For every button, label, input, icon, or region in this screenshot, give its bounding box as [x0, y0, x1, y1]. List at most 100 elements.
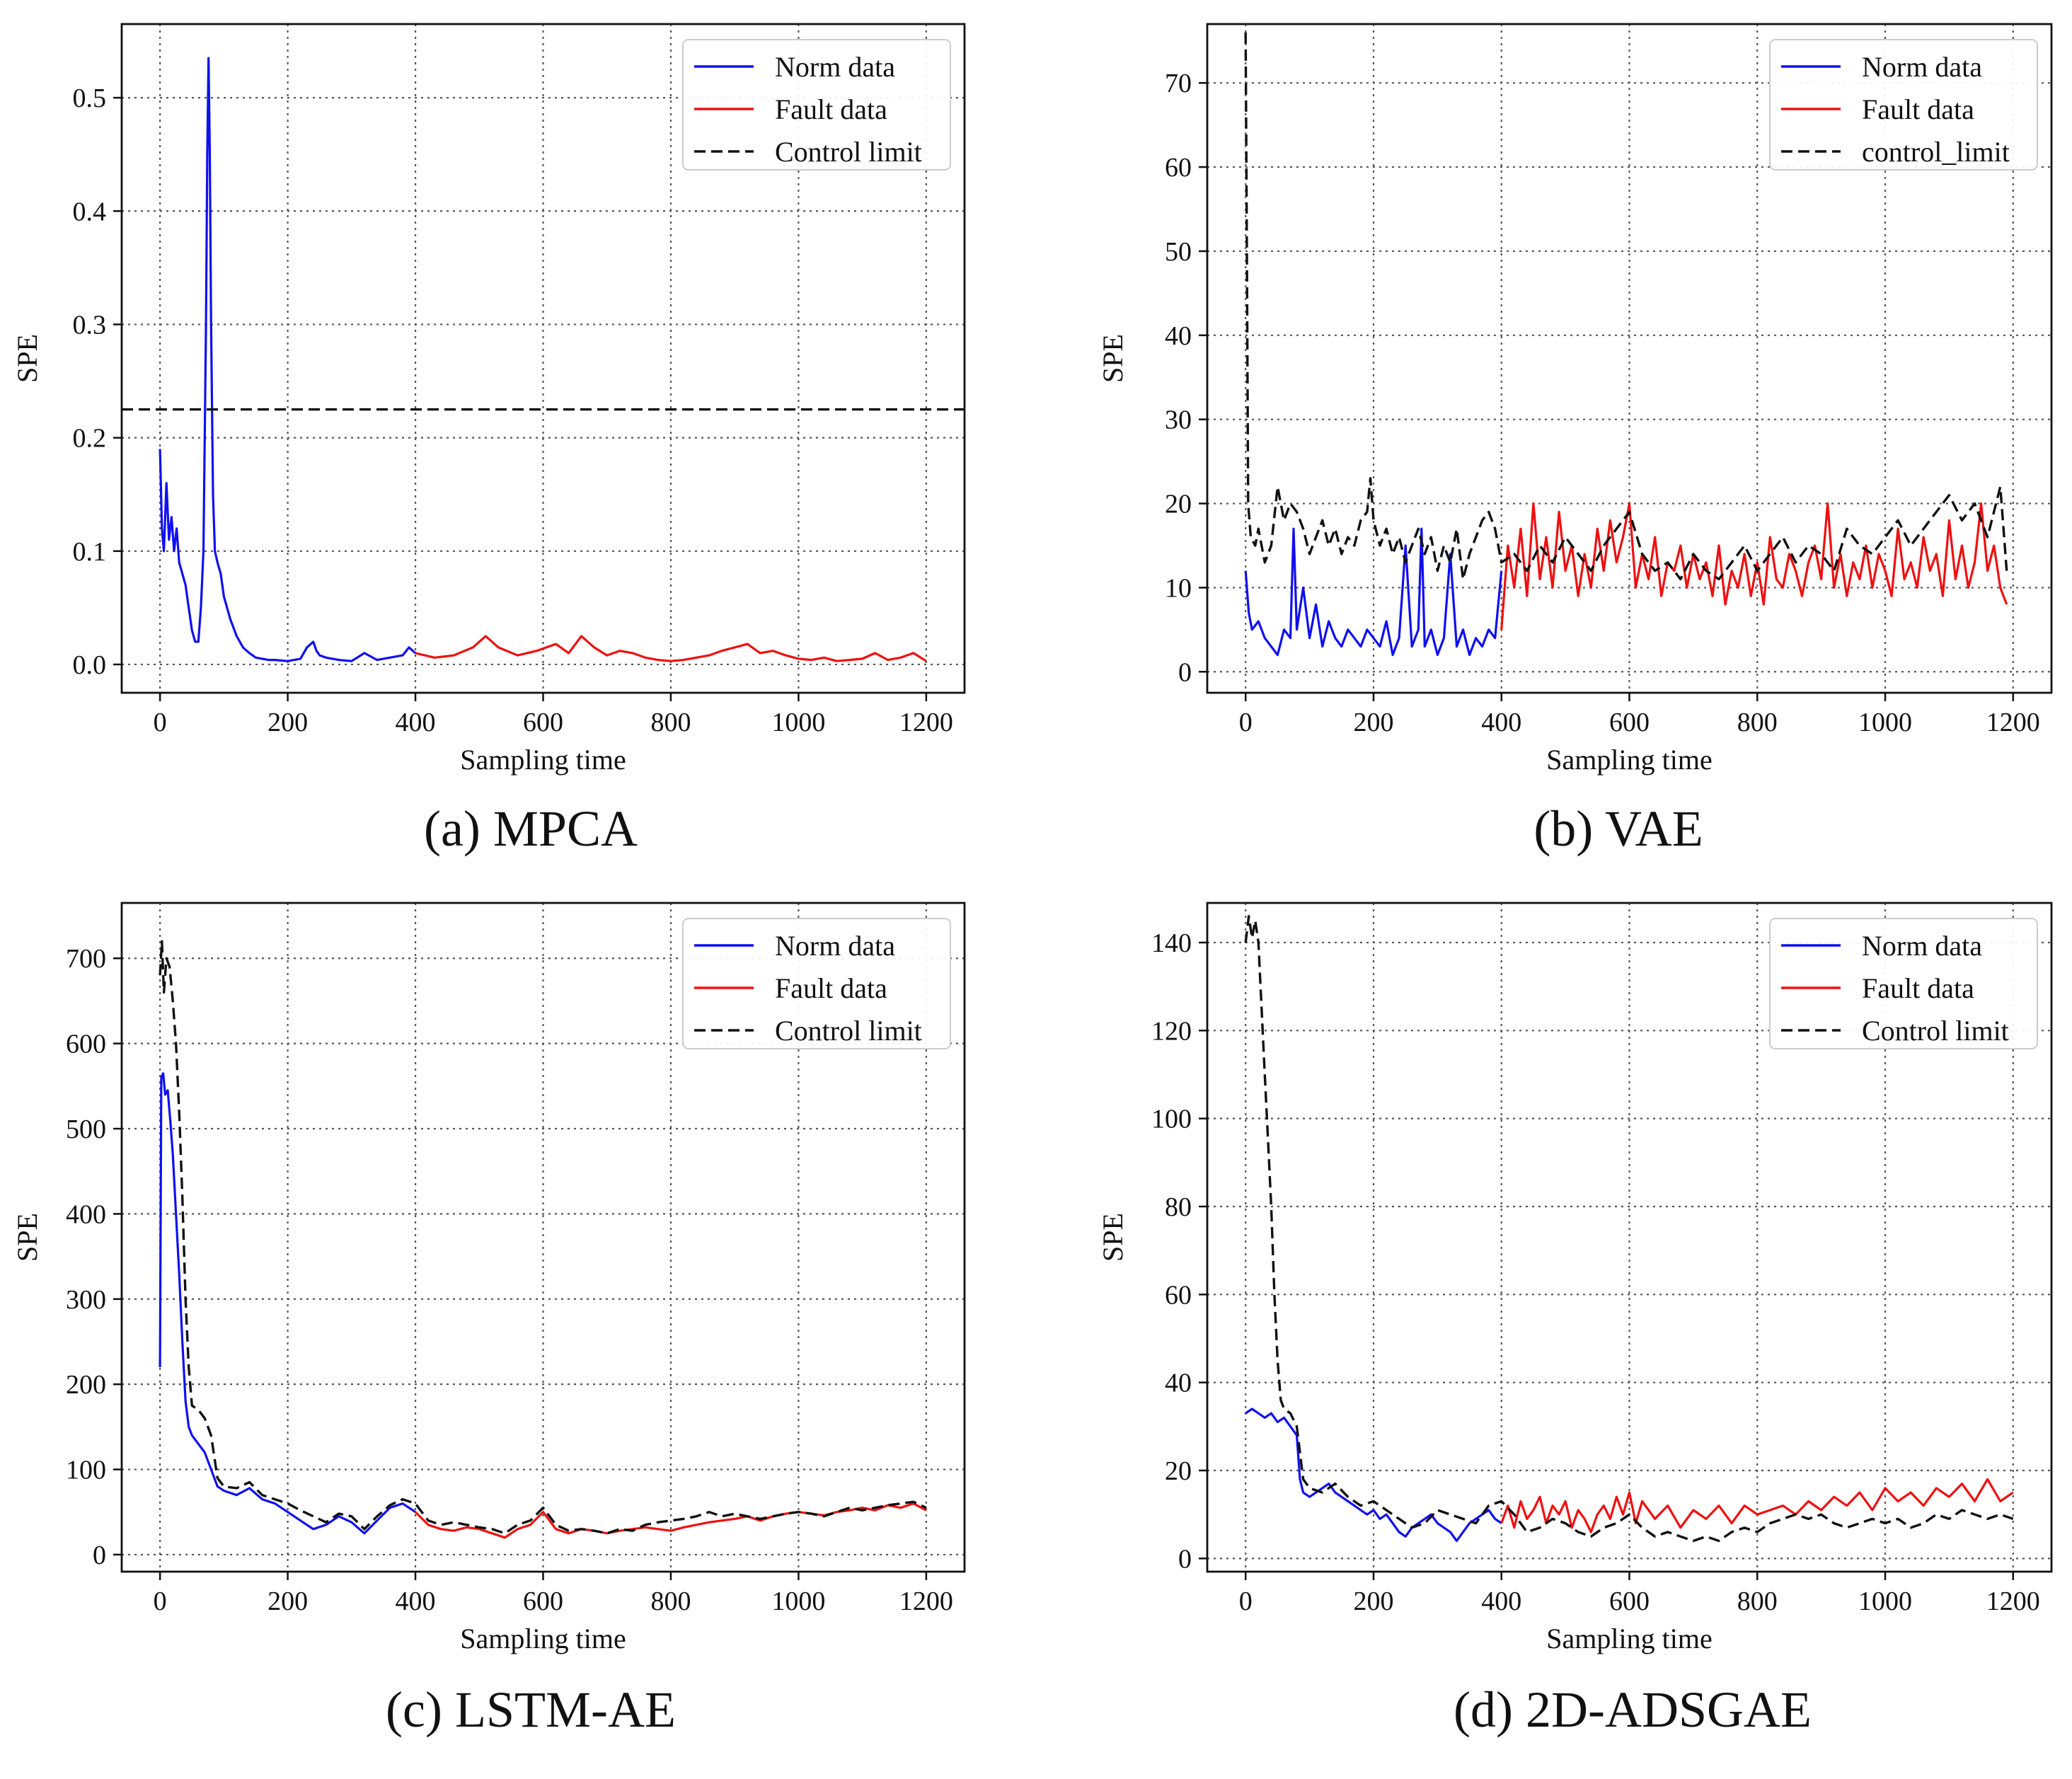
y-tick-label: 0.4: [73, 197, 107, 226]
y-tick-label: 0.5: [73, 84, 107, 113]
y-tick-label: 400: [66, 1199, 106, 1229]
y-tick-label: 10: [1165, 573, 1192, 603]
legend-label-fault: Fault data: [1862, 93, 1974, 125]
series-fault-line: [415, 635, 927, 662]
x-axis: 0 200 400 600 800 1000 1200: [154, 693, 953, 737]
y-tick-label: 0: [1178, 657, 1192, 687]
y-tick-label: 0.0: [73, 650, 107, 680]
x-tick-label: 1200: [1986, 1587, 2040, 1616]
legend: Norm data Fault data Control limit: [682, 918, 951, 1049]
legend-label-norm: Norm data: [775, 930, 895, 962]
y-tick-label: 70: [1165, 69, 1192, 98]
y-axis-label: SPE: [1097, 334, 1129, 383]
y-tick-label: 700: [66, 944, 106, 974]
series-norm-line: [1244, 527, 1503, 657]
x-axis-label: Sampling time: [460, 744, 626, 776]
legend-box: [682, 918, 951, 1049]
x-tick-label: 0: [1239, 1587, 1253, 1616]
y-tick-label: 0.3: [73, 310, 107, 340]
y-tick-label: 100: [1151, 1105, 1192, 1134]
grid: [1207, 903, 2051, 1572]
legend-label-fault: Fault data: [775, 972, 887, 1004]
panel-b-caption: (b) VAE: [1533, 800, 1703, 857]
x-tick-label: 1200: [899, 1587, 953, 1616]
x-tick-label: 400: [396, 708, 436, 737]
y-tick-label: 40: [1165, 1369, 1192, 1398]
series-fault-line: [1500, 1478, 2014, 1533]
y-tick-label: 500: [66, 1115, 106, 1144]
x-tick-label: 200: [267, 708, 308, 737]
x-tick-label: 1000: [771, 1587, 825, 1616]
legend: Norm data Fault data control_limit: [1769, 39, 2038, 171]
y-tick-label: 600: [66, 1030, 106, 1059]
legend-label-fault: Fault data: [775, 93, 887, 125]
legend-label-limit: Control limit: [1862, 1015, 2009, 1047]
x-tick-label: 200: [1353, 708, 1393, 737]
x-tick-label: 200: [267, 1587, 308, 1616]
y-tick-label: 60: [1165, 1280, 1192, 1310]
x-axis-label: Sampling time: [460, 1623, 626, 1654]
y-tick-label: 0.1: [73, 537, 107, 567]
y-axis: 0 20 40 60 80 100 120 140: [1151, 928, 1207, 1574]
y-tick-label: 100: [66, 1456, 106, 1485]
y-tick-label: 60: [1165, 153, 1192, 183]
legend: Norm data Fault data Control limit: [1769, 918, 2038, 1049]
panel-c: (c) LSTM-AE 0 200 400 600 800 1000 1200 0 100 200…: [11, 902, 966, 1738]
y-axis-label: SPE: [11, 1213, 43, 1262]
legend-label-norm: Norm data: [1862, 930, 1982, 962]
y-tick-label: 0.2: [73, 424, 107, 454]
y-tick-label: 200: [66, 1370, 106, 1400]
x-tick-label: 1000: [771, 708, 825, 737]
x-axis-label: Sampling time: [1546, 1623, 1712, 1654]
panel-a-caption: (a) MPCA: [424, 800, 638, 857]
y-axis: 0 100 200 300 400 500 600 700: [66, 944, 122, 1570]
x-tick-label: 600: [1609, 1587, 1650, 1616]
y-tick-label: 20: [1165, 1456, 1192, 1486]
x-tick-label: 600: [523, 1587, 563, 1616]
series-norm-line: [1245, 1407, 1502, 1543]
y-axis-label: SPE: [11, 334, 43, 383]
panel-c-caption: (c) LSTM-AE: [386, 1681, 676, 1738]
legend-label-norm: Norm data: [1862, 51, 1982, 83]
series-limit-line: [159, 940, 927, 1535]
x-axis: 0 200 400 600 800 1000 1200: [154, 1572, 953, 1616]
panel-d-caption: (d) 2D-ADSGAE: [1454, 1681, 1812, 1738]
y-tick-label: 50: [1165, 237, 1192, 267]
legend-label-limit: Control limit: [775, 1015, 922, 1047]
y-tick-label: 20: [1165, 490, 1192, 519]
x-tick-label: 0: [154, 708, 167, 737]
legend-box: [1769, 39, 2038, 171]
panel-a: (a) MPCA 0 200 400 600 800 1000 12000.00.10.20…: [11, 23, 966, 857]
legend-label-limit: control_limit: [1862, 136, 2010, 168]
y-axis-label: SPE: [1097, 1213, 1129, 1262]
y-tick-label: 120: [1151, 1016, 1192, 1046]
x-tick-label: 200: [1353, 1587, 1393, 1616]
series-group: [122, 57, 965, 662]
y-tick-label: 300: [66, 1285, 106, 1315]
y-tick-label: 30: [1165, 405, 1192, 435]
y-axis: 0 10 20 30 40 50 60 70: [1165, 69, 1207, 687]
x-tick-label: 800: [1737, 1587, 1778, 1616]
series-norm-line: [159, 57, 417, 662]
x-tick-label: 1000: [1858, 1587, 1912, 1616]
panel-d: (d) 2D-ADSGAE 0 200 400 600 800 1000 1200 0 20 40…: [1097, 902, 2053, 1738]
y-tick-label: 0: [1178, 1544, 1192, 1574]
x-tick-label: 400: [1481, 708, 1521, 737]
series-group: [1244, 914, 2014, 1543]
x-tick-label: 800: [650, 708, 691, 737]
series-fault-line: [1500, 502, 2008, 630]
x-tick-label: 800: [650, 1587, 691, 1616]
x-tick-label: 600: [523, 708, 563, 737]
x-tick-label: 400: [396, 1587, 436, 1616]
x-tick-label: 1200: [899, 708, 953, 737]
legend-box: [1769, 918, 2038, 1049]
y-tick-label: 0: [93, 1541, 106, 1570]
series-norm-line: [159, 1072, 416, 1535]
legend-box: [682, 39, 951, 171]
y-axis: 0.0 0.1 0.2 0.3 0.4 0.5: [73, 84, 122, 680]
x-axis-label: Sampling time: [1546, 744, 1712, 776]
grid: [122, 24, 965, 693]
x-tick-label: 400: [1481, 1587, 1521, 1616]
series-limit-line: [1244, 914, 2014, 1543]
